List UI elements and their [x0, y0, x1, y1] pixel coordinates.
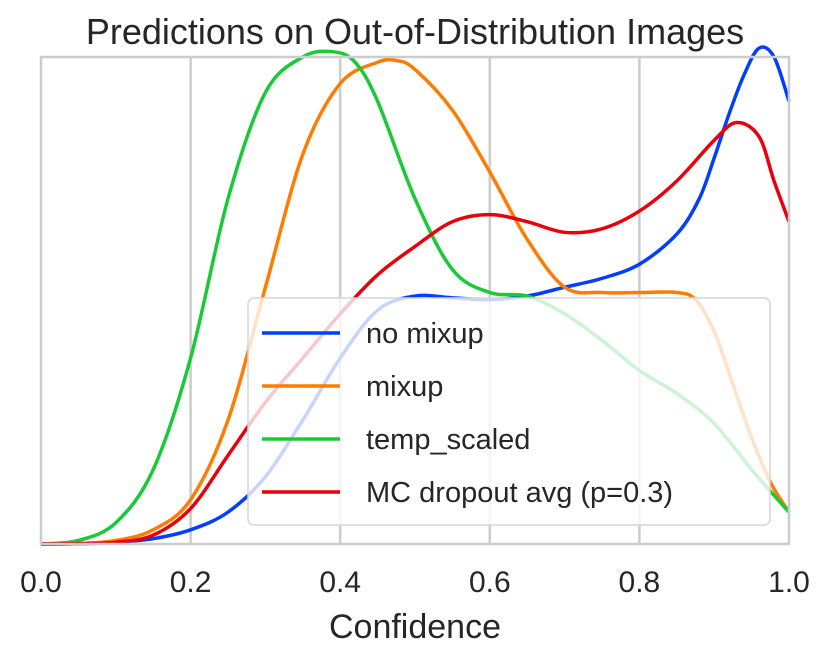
- x-tick-label: 0.4: [319, 566, 361, 599]
- x-tick-label: 0.2: [170, 566, 212, 599]
- x-tick-labels: 0.0 0.2 0.4 0.6 0.8 1.0: [20, 566, 810, 599]
- chart-title: Predictions on Out-of-Distribution Image…: [86, 11, 744, 52]
- x-tick-label: 0.0: [20, 566, 62, 599]
- legend: no mixup mixup temp_scaled MC dropout avg (…: [247, 297, 771, 526]
- legend-label-2: temp_scaled: [366, 424, 530, 456]
- x-tick-label: 0.8: [619, 566, 661, 599]
- series-line-3: [40, 120, 791, 546]
- x-tick-label: 1.0: [768, 566, 810, 599]
- legend-label-3: MC dropout avg (p=0.3): [366, 477, 673, 509]
- plot-frame: [39, 55, 791, 546]
- legend-box: [247, 297, 771, 526]
- legend-label-0: no mixup: [366, 318, 484, 350]
- x-tick-label: 0.6: [469, 566, 511, 599]
- x-axis-label: Confidence: [329, 608, 501, 646]
- legend-label-1: mixup: [366, 371, 443, 403]
